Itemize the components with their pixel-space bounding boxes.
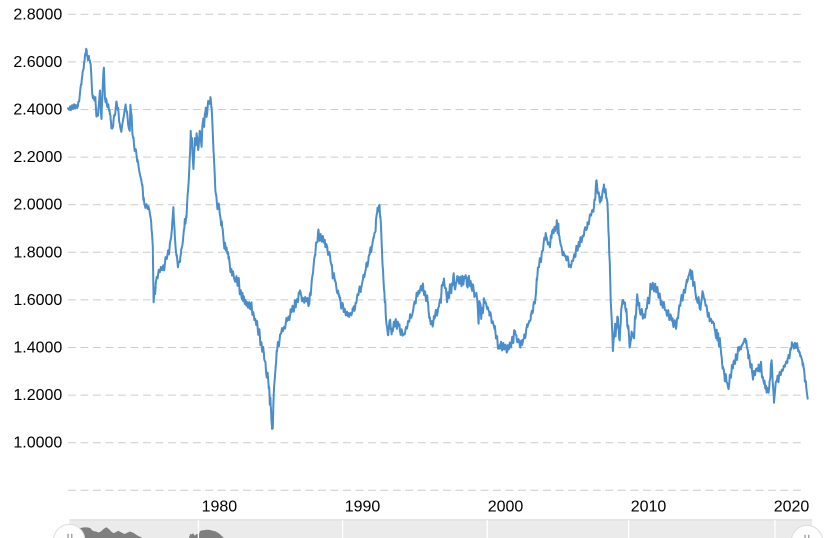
svg-text:2.0000: 2.0000 <box>13 197 62 214</box>
svg-text:2.2000: 2.2000 <box>13 149 62 166</box>
svg-text:2010: 2010 <box>631 498 667 515</box>
svg-text:2.4000: 2.4000 <box>13 102 62 119</box>
svg-text:2.8000: 2.8000 <box>13 6 62 23</box>
svg-text:2020: 2020 <box>774 498 810 515</box>
svg-text:1.4000: 1.4000 <box>13 340 62 357</box>
svg-text:2.6000: 2.6000 <box>13 54 62 71</box>
svg-text:1.2000: 1.2000 <box>13 387 62 404</box>
svg-text:1.0000: 1.0000 <box>13 435 62 452</box>
svg-text:1990: 1990 <box>345 498 381 515</box>
svg-text:2000: 2000 <box>488 498 524 515</box>
svg-text:1.8000: 1.8000 <box>13 244 62 261</box>
svg-text:1.6000: 1.6000 <box>13 292 62 309</box>
svg-text:1980: 1980 <box>202 498 238 515</box>
